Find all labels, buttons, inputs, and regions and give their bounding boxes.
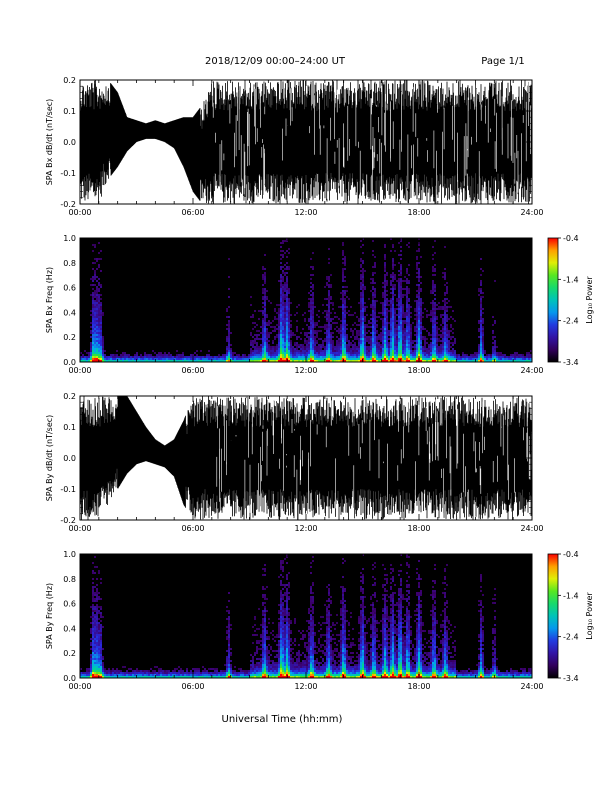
y-tick-label: 0.0	[63, 454, 76, 463]
colorbar-tick-label: -1.4	[563, 591, 579, 600]
x-tick-label: 00:00	[68, 524, 91, 533]
y-tick-label: 0.6	[63, 284, 76, 293]
y-tick-label: 0.0	[63, 138, 76, 147]
colorbar-tick-label: -0.4	[563, 550, 579, 559]
colorbar-tick-label: -2.4	[563, 633, 579, 642]
x-tick-label: 06:00	[181, 524, 204, 533]
waveform-gaps	[216, 396, 532, 520]
x-tick-label: 24:00	[520, 366, 543, 375]
y-tick-label: 0.4	[63, 624, 76, 633]
x-tick-label: 24:00	[520, 208, 543, 217]
x-tick-label: 06:00	[181, 682, 204, 691]
y-tick-label: 0.2	[63, 649, 76, 658]
y-tick-label: 0.1	[63, 423, 76, 432]
colorbar	[547, 553, 559, 679]
x-axis-title: Universal Time (hh:mm)	[222, 714, 343, 725]
y-tick-label: 0.4	[63, 308, 76, 317]
x-tick-label: 00:00	[68, 682, 91, 691]
y-tick-label: -0.1	[60, 169, 76, 178]
page-number: Page 1/1	[481, 56, 524, 67]
colorbar	[547, 237, 559, 363]
x-tick-label: 18:00	[407, 366, 430, 375]
time-series-panel: 00:00 06:00 12:00 18:00 24:00 -0.2 -0.1 0.0 0.1 0…	[45, 392, 544, 533]
x-tick-label: 06:00	[181, 366, 204, 375]
x-tick-label: 24:00	[520, 682, 543, 691]
spectrogram-panel: 00:00 06:00 12:00 18:00 24:00 0.0 0.2 0.4 0.6 0.8…	[45, 550, 594, 691]
colorbar-tick-label: -2.4	[563, 317, 579, 326]
y-tick-label: -0.1	[60, 485, 76, 494]
y-tick-label: 1.0	[63, 550, 76, 559]
x-tick-label: 00:00	[68, 208, 91, 217]
y-tick-label: 0.0	[63, 358, 76, 367]
time-series-panel: 00:00 06:00 12:00 18:00 24:00 -0.2 -0.1 0.0 0.1 0…	[45, 76, 544, 217]
colorbar-tick-label: -1.4	[563, 275, 579, 284]
colorbar-label: Log₁₀ Power	[585, 276, 594, 324]
y-tick-label: -0.2	[60, 516, 76, 525]
y-tick-label: -0.2	[60, 200, 76, 209]
y-axis-label: SPA Bx Freq (Hz)	[45, 267, 54, 333]
x-tick-label: 18:00	[407, 524, 430, 533]
y-tick-label: 0.2	[63, 333, 76, 342]
y-tick-label: 0.8	[63, 259, 76, 268]
x-tick-label: 18:00	[407, 208, 430, 217]
y-tick-label: 0.1	[63, 107, 76, 116]
y-tick-label: 0.2	[63, 392, 76, 401]
y-tick-label: 0.8	[63, 575, 76, 584]
y-tick-label: 0.6	[63, 600, 76, 609]
panels: 00:00 06:00 12:00 18:00 24:00 -0.2 -0.1 0.0 0.1 0…	[45, 76, 594, 691]
x-tick-label: 12:00	[294, 682, 317, 691]
y-axis-label: SPA By Freq (Hz)	[45, 583, 54, 649]
y-axis-label: SPA By dB/dt (nT/sec)	[45, 415, 54, 502]
colorbar-tick-label: -3.4	[563, 358, 579, 367]
x-tick-label: 12:00	[294, 524, 317, 533]
y-axis-label: SPA Bx dB/dt (nT/sec)	[45, 99, 54, 186]
x-tick-label: 06:00	[181, 208, 204, 217]
y-tick-label: 0.0	[63, 674, 76, 683]
page-title: 2018/12/09 00:00–24:00 UT	[205, 56, 346, 67]
waveform-trace	[80, 80, 532, 204]
waveform-trace	[80, 396, 532, 520]
y-tick-label: 0.2	[63, 76, 76, 85]
spectrogram-panel: 00:00 06:00 12:00 18:00 24:00 0.0 0.2 0.4 0.6 0.8…	[45, 234, 594, 375]
colorbar-tick-label: -0.4	[563, 234, 579, 243]
waveform-gaps	[212, 80, 532, 204]
colorbar-label: Log₁₀ Power	[585, 592, 594, 640]
x-tick-label: 12:00	[294, 366, 317, 375]
spectrogram-cells	[80, 554, 532, 678]
x-tick-label: 00:00	[68, 366, 91, 375]
colorbar-tick-label: -3.4	[563, 674, 579, 683]
y-tick-label: 1.0	[63, 234, 76, 243]
x-tick-label: 24:00	[520, 524, 543, 533]
spectrogram-cells	[80, 238, 532, 362]
x-tick-label: 12:00	[294, 208, 317, 217]
x-tick-label: 18:00	[407, 682, 430, 691]
